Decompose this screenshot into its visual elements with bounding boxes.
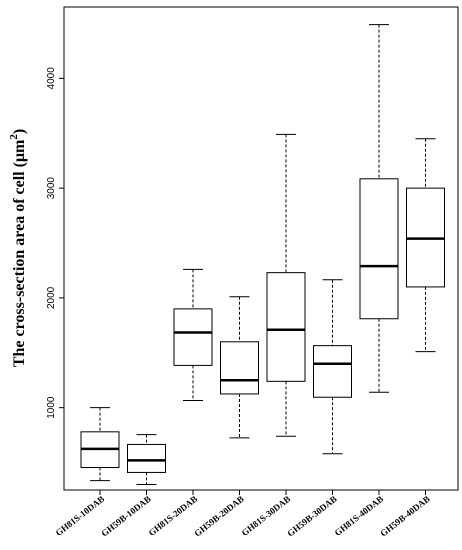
y-axis-label-superscript: 2: [8, 134, 20, 140]
y-tick-label: 2000: [46, 286, 57, 309]
box-GH81S-40DAB: [359, 24, 399, 393]
box-GH59B-40DAB: [406, 138, 445, 353]
x-tick-label: GH59B-20DAB: [192, 494, 245, 539]
y-axis-label: The cross-section area of cell (μm2): [8, 129, 28, 367]
x-tick-label: GH59B-30DAB: [285, 494, 338, 539]
x-tick-label: GH59B-10DAB: [99, 494, 152, 539]
y-tick-label: 4000: [46, 67, 57, 90]
iqr-box: [266, 272, 306, 382]
x-tick-label: GH59B-40DAB: [378, 494, 431, 539]
box-GH59B-10DAB: [127, 434, 166, 486]
iqr-box: [359, 178, 399, 320]
box-GH59B-20DAB: [220, 296, 259, 439]
y-axis-label-close: ): [11, 129, 28, 134]
box-GH81S-10DAB: [80, 407, 120, 482]
iqr-box: [313, 345, 352, 398]
iqr-box: [127, 443, 166, 473]
x-tick-label: GH81S-40DAB: [333, 494, 386, 538]
x-tick-label: GH81S-20DAB: [147, 494, 200, 538]
x-axis: GH81S-10DABGH59B-10DABGH81S-20DABGH59B-2…: [54, 490, 432, 539]
iqr-box: [173, 308, 213, 366]
box-GH81S-20DAB: [173, 268, 213, 402]
y-axis-label-main: The cross-section area of cell (μm: [11, 139, 28, 367]
iqr-box: [220, 341, 259, 395]
box-GH81S-30DAB: [266, 133, 306, 437]
y-tick-label: 1000: [46, 396, 57, 419]
y-tick-label: 3000: [46, 177, 57, 200]
box-GH59B-30DAB: [313, 279, 352, 455]
x-tick-label: GH81S-30DAB: [240, 494, 293, 538]
x-tick-label: GH81S-10DAB: [54, 494, 107, 538]
y-axis: 1000 2000 3000 4000: [46, 67, 64, 419]
boxes: [80, 24, 445, 486]
plot-frame: [63, 6, 459, 491]
